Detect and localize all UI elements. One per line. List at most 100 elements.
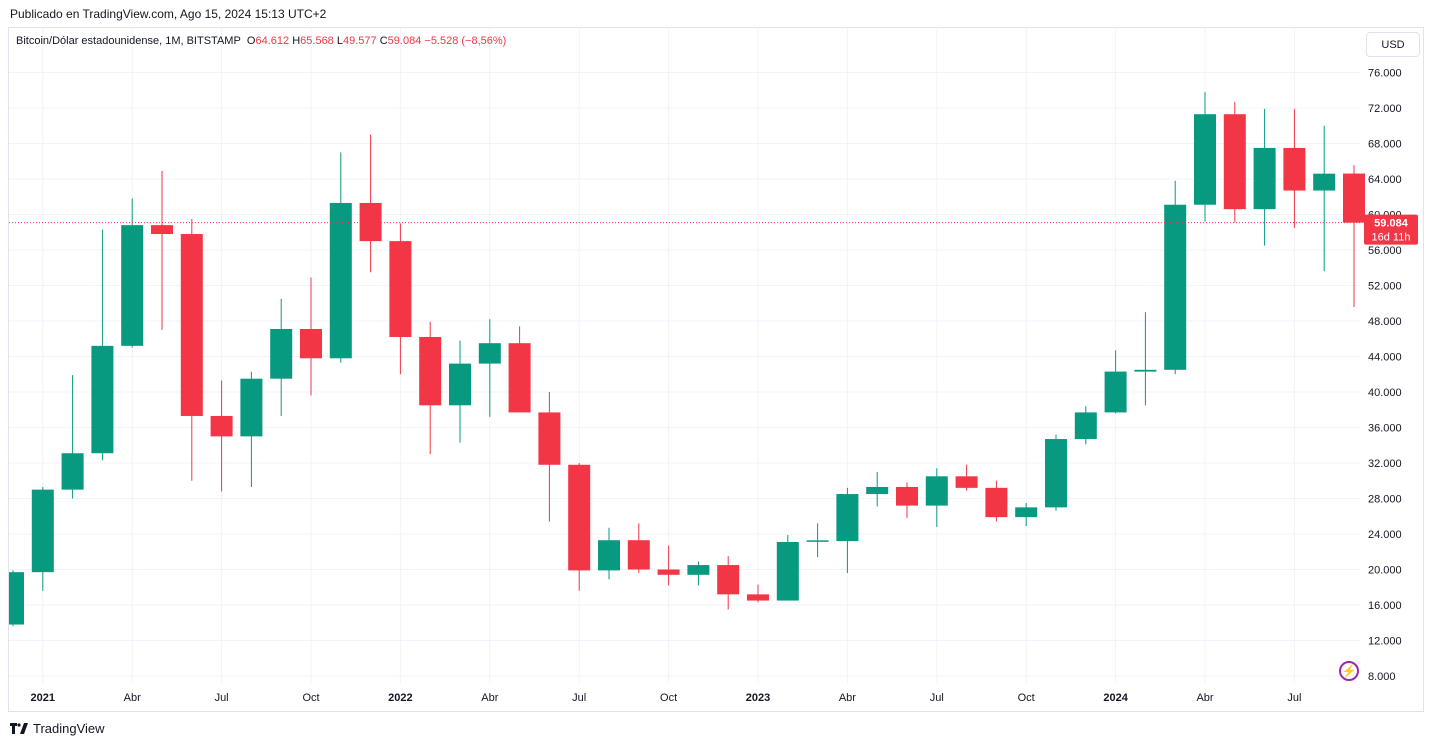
legend-low-value: 49.577 [343, 35, 377, 47]
candle-body [836, 494, 859, 542]
candle[interactable] [955, 464, 978, 491]
candle[interactable] [1164, 180, 1187, 375]
candle-body [270, 328, 293, 379]
candle-body [1223, 114, 1246, 210]
price-tick-label: 76.000 [1368, 68, 1402, 80]
candle[interactable] [508, 326, 531, 413]
candle[interactable] [1283, 108, 1306, 228]
time-tick-label: 2022 [388, 692, 412, 704]
candle[interactable] [568, 463, 591, 591]
tradingview-logo-icon [10, 723, 28, 734]
candle-body [538, 412, 561, 465]
time-tick-label: 2024 [1103, 692, 1128, 704]
candle[interactable] [240, 371, 263, 487]
candle[interactable] [329, 152, 352, 363]
candle[interactable] [31, 486, 54, 591]
candle-body [31, 489, 54, 573]
candle-body [1045, 439, 1067, 508]
legend-close-value: 59.084 [387, 35, 422, 47]
candle[interactable] [1074, 406, 1097, 445]
candle[interactable] [687, 561, 710, 586]
currency-button[interactable]: USD [1366, 32, 1420, 57]
candle-body [210, 415, 233, 437]
candle[interactable] [180, 218, 203, 481]
time-tick-label: Abr [1196, 692, 1213, 704]
candle-body [627, 540, 650, 570]
candle[interactable] [747, 584, 769, 603]
candle[interactable] [776, 534, 799, 601]
price-tick-label: 68.000 [1368, 139, 1402, 151]
candle[interactable] [449, 340, 471, 443]
candle[interactable] [210, 380, 233, 492]
candle[interactable] [1134, 312, 1157, 406]
last-price-value: 59.084 [1374, 218, 1409, 230]
candle[interactable] [121, 198, 144, 348]
candle[interactable] [598, 527, 620, 580]
candle[interactable] [627, 523, 650, 574]
time-tick-label: Oct [660, 692, 677, 704]
candle[interactable] [538, 392, 561, 522]
candle[interactable] [359, 134, 382, 273]
candle-body [1194, 114, 1216, 205]
candle-body [91, 345, 114, 454]
time-tick-label: Jul [215, 692, 229, 704]
candle[interactable] [896, 482, 918, 519]
published-info: Publicado en TradingView.com, Ago 15, 20… [10, 7, 327, 21]
candle[interactable] [478, 319, 501, 417]
price-tick-label: 28.000 [1368, 494, 1402, 506]
candle[interactable] [1223, 101, 1246, 223]
candle-body [478, 343, 501, 364]
candle-body [61, 453, 84, 490]
legend-close-label: C [379, 35, 388, 47]
candle[interactable] [1313, 125, 1336, 272]
candle[interactable] [1015, 502, 1038, 527]
candle[interactable] [9, 570, 24, 627]
time-tick-label: Oct [302, 692, 319, 704]
candle-body [985, 487, 1008, 518]
candle[interactable] [836, 487, 859, 574]
candle[interactable] [61, 375, 84, 499]
candle-body [687, 565, 710, 575]
candle-body [1283, 147, 1306, 191]
time-tick-label: Abr [839, 692, 856, 704]
price-tick-label: 56.000 [1368, 245, 1402, 257]
candle[interactable] [1045, 434, 1067, 511]
candle[interactable] [806, 523, 829, 558]
legend-change: −5.528 (−8,56%) [424, 35, 507, 47]
legend-low-label: L [336, 35, 343, 47]
symbol-legend: Bitcoin/Dólar estadounidense, 1M, BITSTA… [16, 35, 506, 47]
candle-body [568, 464, 591, 571]
candle[interactable] [389, 223, 412, 375]
candle-body [866, 486, 889, 495]
candle[interactable] [925, 468, 948, 527]
lightning-icon[interactable]: ⚡ [1339, 661, 1359, 681]
brand-name: TradingView [33, 721, 105, 736]
price-tick-label: 12.000 [1368, 636, 1402, 648]
candle[interactable] [866, 471, 889, 507]
candle-body [508, 343, 531, 413]
footer-brand[interactable]: TradingView [10, 721, 105, 736]
candle[interactable] [657, 545, 680, 586]
price-tick-label: 32.000 [1368, 458, 1402, 470]
candle[interactable] [717, 556, 740, 610]
candle[interactable] [300, 277, 322, 396]
candle[interactable] [419, 321, 442, 455]
candle[interactable] [985, 480, 1008, 522]
candle-body [896, 486, 918, 506]
candle-body [776, 541, 799, 601]
candle[interactable] [270, 298, 293, 416]
time-axis: 2021 Abr Jul Oct 2022 Abr Jul Oct 2023 Abr Jul Oct 2… [31, 692, 1302, 704]
time-tick-label: Jul [572, 692, 586, 704]
time-tick-label: Jul [930, 692, 944, 704]
price-tick-label: 16.000 [1368, 600, 1402, 612]
candle[interactable] [91, 229, 114, 461]
candle[interactable] [1104, 350, 1127, 414]
candle[interactable] [151, 171, 173, 330]
candles [9, 92, 1365, 627]
candle[interactable] [1194, 92, 1216, 222]
candle[interactable] [1253, 108, 1276, 246]
time-tick-label: Abr [124, 692, 141, 704]
price-tick-label: 52.000 [1368, 281, 1402, 293]
candle[interactable] [1343, 165, 1365, 308]
